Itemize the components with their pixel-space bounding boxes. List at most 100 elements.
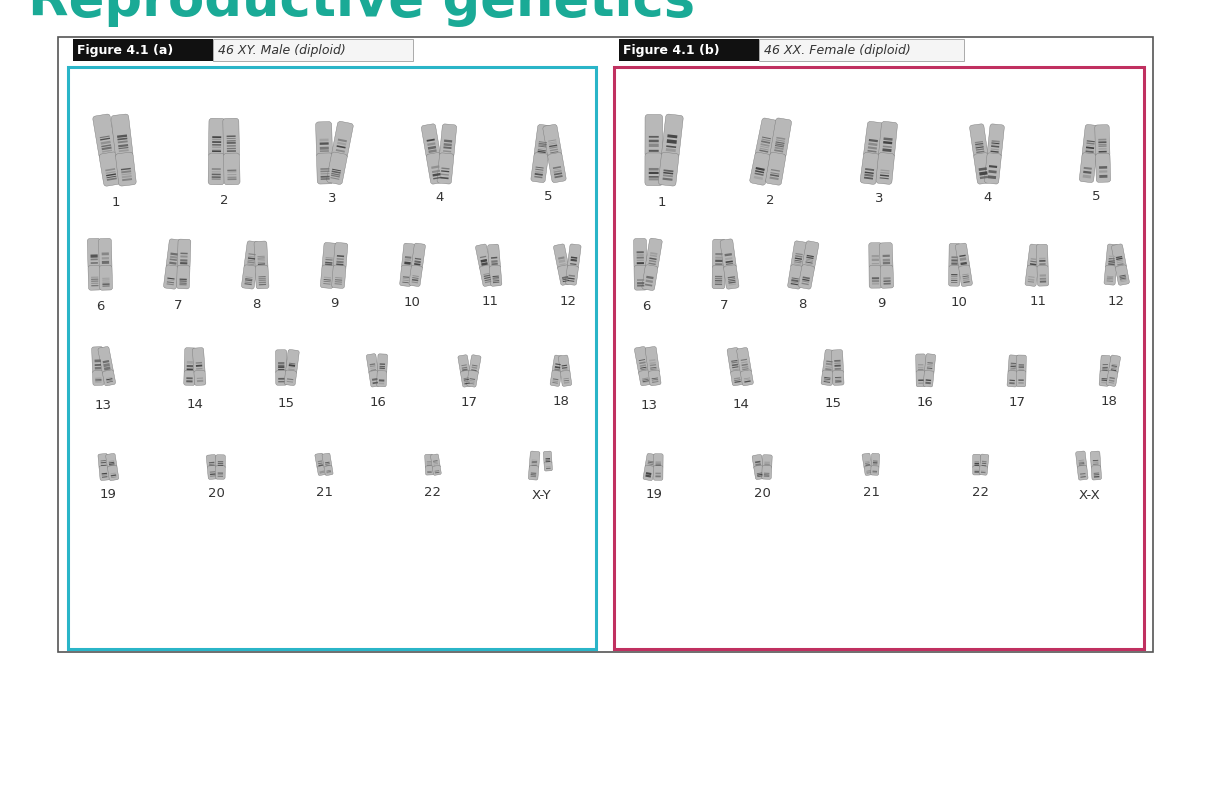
FancyBboxPatch shape	[1116, 265, 1129, 285]
Bar	[734, 379, 741, 381]
Bar	[743, 379, 751, 380]
Bar	[325, 463, 330, 465]
FancyBboxPatch shape	[317, 153, 334, 184]
Bar	[1087, 140, 1095, 143]
Bar	[405, 258, 411, 261]
Bar	[795, 255, 803, 257]
Bar	[227, 147, 236, 149]
Text: 2: 2	[219, 194, 228, 207]
Text: 9: 9	[330, 296, 339, 309]
FancyBboxPatch shape	[984, 153, 1001, 184]
Bar	[639, 359, 645, 361]
Bar	[248, 257, 255, 260]
Bar	[824, 380, 830, 382]
Bar	[759, 150, 769, 153]
Bar	[835, 377, 841, 378]
Bar	[651, 252, 658, 255]
Bar	[991, 148, 999, 151]
Bar	[1011, 363, 1016, 364]
Bar	[637, 285, 645, 286]
Bar	[1082, 175, 1091, 179]
Bar	[278, 369, 284, 370]
FancyBboxPatch shape	[1076, 451, 1087, 469]
Text: 12: 12	[1107, 295, 1124, 308]
Bar	[872, 471, 877, 472]
Bar	[288, 368, 295, 371]
Text: 6: 6	[96, 300, 104, 312]
Text: 19: 19	[646, 488, 663, 501]
Bar	[637, 282, 645, 285]
Bar	[648, 143, 659, 147]
Bar	[982, 461, 987, 462]
Bar	[794, 260, 801, 261]
Bar	[976, 151, 984, 153]
Bar	[537, 147, 546, 150]
Bar	[563, 278, 569, 281]
Bar	[278, 365, 284, 366]
Bar	[741, 361, 747, 363]
Bar	[469, 383, 475, 384]
Bar	[324, 279, 331, 281]
Bar	[470, 378, 475, 380]
FancyBboxPatch shape	[1091, 451, 1100, 469]
Bar	[872, 472, 877, 473]
FancyBboxPatch shape	[334, 242, 348, 269]
FancyBboxPatch shape	[972, 454, 981, 468]
Bar	[1117, 261, 1123, 263]
Bar	[792, 279, 799, 282]
Text: 11: 11	[1029, 295, 1046, 308]
Bar	[883, 281, 890, 282]
Bar	[865, 171, 874, 174]
Bar	[378, 379, 384, 382]
Bar	[1101, 382, 1106, 383]
Bar	[882, 255, 889, 257]
Bar	[918, 364, 923, 365]
Bar	[1018, 366, 1024, 367]
Bar	[370, 363, 375, 365]
Bar	[1106, 281, 1113, 282]
Bar	[102, 277, 110, 279]
FancyBboxPatch shape	[1028, 244, 1041, 269]
Bar	[715, 284, 722, 285]
Bar	[170, 258, 177, 261]
Bar	[380, 363, 386, 365]
Bar	[741, 359, 747, 361]
Bar	[570, 259, 577, 261]
Bar	[553, 380, 558, 383]
Bar	[759, 39, 964, 61]
FancyBboxPatch shape	[327, 152, 347, 184]
Bar	[1109, 258, 1115, 259]
Bar	[1116, 256, 1122, 258]
FancyBboxPatch shape	[634, 347, 649, 374]
Bar	[493, 278, 499, 280]
Bar	[1018, 364, 1024, 365]
Bar	[122, 173, 131, 175]
Bar	[464, 383, 470, 384]
FancyBboxPatch shape	[648, 370, 662, 386]
Bar	[335, 277, 342, 278]
Bar	[883, 141, 892, 144]
FancyBboxPatch shape	[164, 265, 178, 289]
Bar	[469, 381, 475, 383]
Bar	[975, 143, 983, 145]
FancyBboxPatch shape	[558, 265, 571, 285]
Bar	[776, 139, 784, 142]
Bar	[443, 150, 451, 152]
Bar	[67, 67, 596, 649]
Bar	[1093, 461, 1098, 462]
Text: 46 XX. Female (diploid): 46 XX. Female (diploid)	[764, 44, 911, 57]
FancyBboxPatch shape	[862, 453, 872, 469]
Bar	[92, 277, 99, 278]
Bar	[771, 169, 780, 172]
Bar	[101, 144, 111, 147]
Bar	[471, 367, 477, 369]
Bar	[325, 257, 333, 259]
Bar	[1078, 460, 1084, 461]
Bar	[74, 39, 213, 61]
Text: 17: 17	[1009, 395, 1025, 409]
FancyBboxPatch shape	[241, 265, 257, 289]
FancyBboxPatch shape	[970, 124, 988, 157]
Bar	[435, 470, 439, 472]
Bar	[323, 281, 330, 282]
Bar	[245, 278, 252, 280]
